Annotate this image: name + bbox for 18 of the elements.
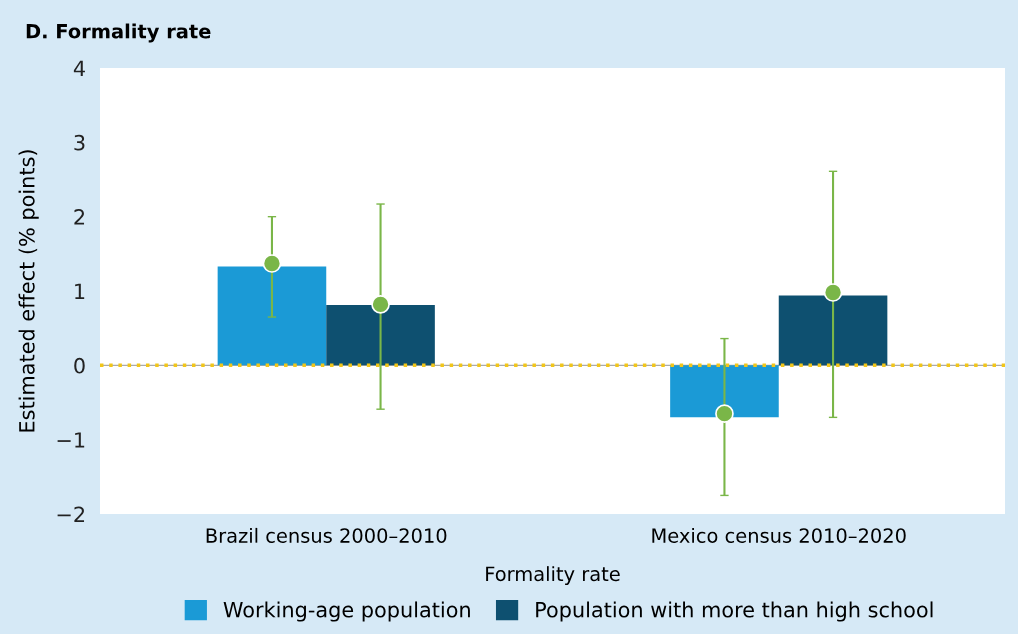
y-tick-label: 2 xyxy=(74,209,85,225)
y-tick-label: 0 xyxy=(74,357,85,374)
bar xyxy=(217,266,327,366)
y-tick-label: −2 xyxy=(57,506,85,522)
y-tick-label: −1 xyxy=(57,432,85,448)
x-axis-title: Formality rate xyxy=(486,566,620,585)
x-tick-label: Mexico census 2010–2020 xyxy=(652,527,906,543)
bar xyxy=(778,295,888,366)
x-tick-label: Brazil census 2000–2010 xyxy=(206,527,447,543)
bar xyxy=(326,305,435,366)
legend-label: Working-age population xyxy=(223,601,470,622)
y-tick-label: 4 xyxy=(73,60,85,76)
y-tick-label: 3 xyxy=(74,134,85,151)
chart-title: D. Formality rate xyxy=(26,23,211,43)
y-tick-label: 1 xyxy=(75,283,85,299)
legend-label: Population with more than high school xyxy=(536,601,933,622)
bar xyxy=(670,365,779,418)
y-axis-title: Estimated effect (% points) xyxy=(18,150,39,432)
